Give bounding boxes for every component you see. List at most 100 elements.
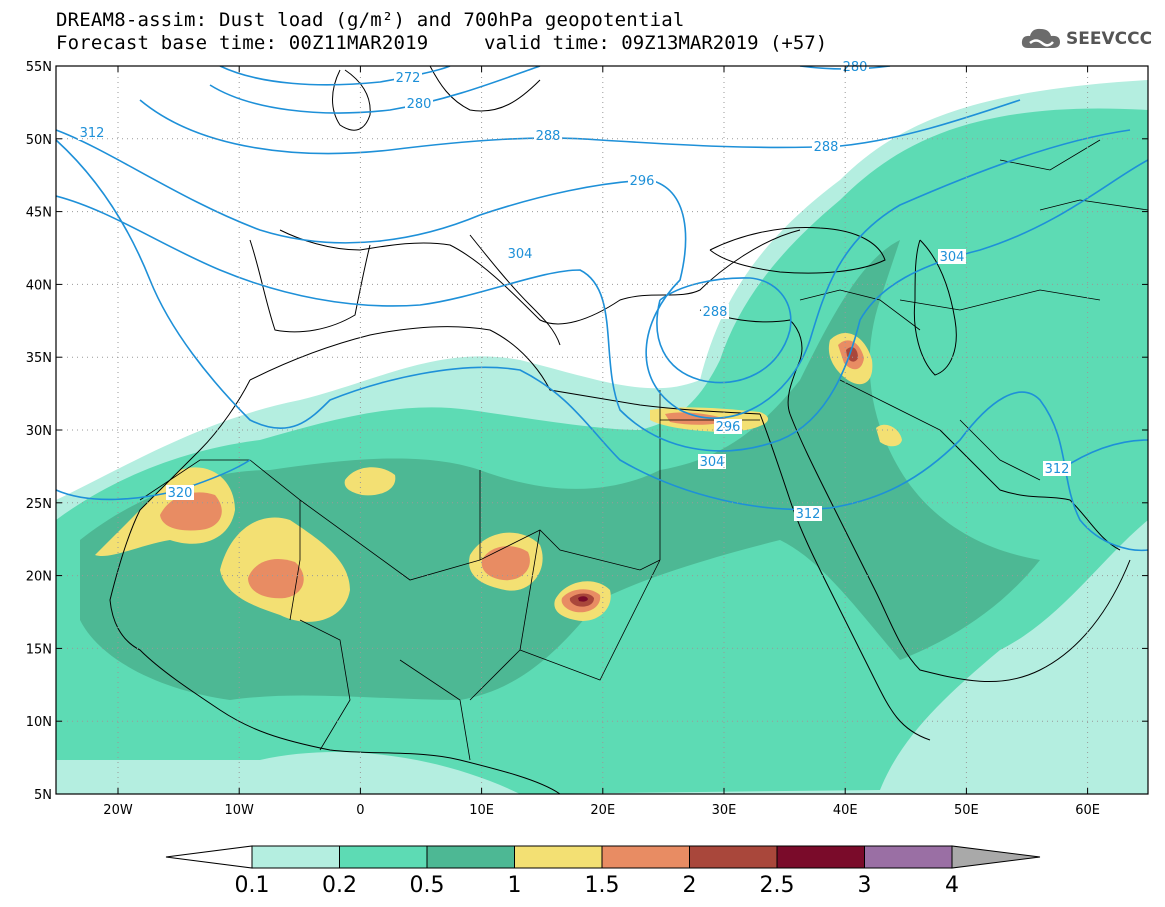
contour-272 — [219, 66, 451, 86]
geopotential-contours — [56, 66, 1148, 552]
colorbar-swatch — [689, 845, 778, 869]
contour-label: 288 — [814, 140, 839, 155]
colorbar-label: 0.2 — [322, 873, 357, 898]
contour-label-bg — [698, 454, 726, 469]
colorbar-label: 1.5 — [585, 873, 620, 898]
contour-label-bg — [405, 96, 433, 111]
lon-label: 20W — [103, 803, 133, 818]
seevccc-logo: SEEVCCC — [1020, 26, 1152, 52]
valid-time: valid time: 09Z13MAR2019 (+57) — [484, 32, 828, 54]
lat-label: 10N — [26, 715, 52, 730]
lat-label: 15N — [26, 642, 52, 657]
dust-field — [56, 80, 1148, 794]
contour-312 — [56, 139, 1148, 552]
contour-label-bg — [394, 70, 422, 85]
contour-288-low — [656, 277, 792, 384]
lon-label: 50E — [954, 803, 979, 818]
contour-label-bg — [628, 173, 656, 188]
contour-label-bg — [938, 249, 966, 264]
north-africa-coast — [249, 326, 761, 415]
colorbar-label: 4 — [945, 873, 959, 898]
lat-label: 5N — [34, 788, 52, 803]
dust-layer-1-libya — [344, 467, 396, 496]
colorbar-under-triangle — [165, 845, 253, 869]
contour-label: 312 — [80, 126, 105, 141]
contour-288 — [139, 99, 1021, 155]
lat-label: 40N — [26, 278, 52, 293]
colorbar-swatch — [514, 845, 603, 869]
colorbar-label: 2 — [683, 873, 697, 898]
uk-coast — [332, 69, 371, 131]
contour-304 — [56, 159, 1148, 452]
contour-label-bg — [701, 304, 729, 319]
logo-text: SEEVCCC — [1066, 29, 1153, 49]
contour-label-bg — [78, 125, 106, 140]
lon-label: 30E — [712, 803, 737, 818]
contour-296 — [56, 129, 1131, 419]
borders-africa — [139, 390, 760, 761]
lat-label: 20N — [26, 570, 52, 585]
lat-label: 45N — [26, 206, 52, 221]
turkey-south-coast — [699, 309, 803, 415]
forecast-base-time: Forecast base time: 00Z11MAR2019 — [56, 32, 429, 54]
lon-label: 0 — [356, 803, 364, 818]
colorbar-swatch — [426, 845, 515, 869]
lon-label: 10W — [224, 803, 254, 818]
colorbar-label: 3 — [858, 873, 872, 898]
contour-label: 288 — [703, 305, 728, 320]
colorbar-swatch — [339, 845, 428, 869]
colorbar-over-triangle — [951, 845, 1041, 869]
colorbar: 0.1 0.2 0.5 1 1.5 2 2.5 3 4 — [165, 845, 1041, 898]
dust-layer-1.5-chad — [481, 546, 530, 581]
contour-label-bg — [714, 419, 742, 434]
contour-label-bg — [534, 128, 562, 143]
contour-label-bg — [506, 246, 534, 261]
dust-layer-1.5-mauritania — [160, 492, 222, 531]
lat-label: 25N — [26, 497, 52, 512]
colorbar-label: 1 — [508, 873, 522, 898]
lon-label: 60E — [1075, 803, 1100, 818]
lon-label: 20E — [590, 803, 615, 818]
contour-labels: 272 280 280 288 288 288 296 296 304 304 304 312 312 3… — [78, 59, 1071, 522]
africa-coastline — [109, 379, 561, 794]
borders-asia — [799, 139, 1148, 481]
lat-label: 35N — [26, 351, 52, 366]
colorbar-swatch — [601, 845, 690, 869]
contour-label-bg — [166, 485, 194, 500]
contour-280-west — [209, 66, 541, 114]
contour-label: 296 — [716, 420, 741, 435]
black-sea-coast — [709, 226, 886, 274]
caspian-coast — [913, 239, 957, 376]
contour-label: 304 — [940, 250, 965, 265]
map-title: DREAM8-assim: Dust load (g/m²) and 700hP… — [56, 9, 685, 31]
colorbar-swatch — [864, 845, 953, 869]
coastlines — [109, 66, 1148, 794]
lon-label: 10E — [469, 803, 494, 818]
iberia-coast — [249, 239, 371, 333]
contour-label: 272 — [396, 71, 421, 86]
contour-label: 288 — [536, 129, 561, 144]
contour-label-bg — [1043, 461, 1071, 476]
contour-label-bg — [794, 506, 822, 521]
lat-label: 50N — [26, 133, 52, 148]
lat-label: 30N — [26, 424, 52, 439]
contour-label: 304 — [508, 247, 533, 262]
europe-coast — [279, 229, 801, 325]
contour-label: 320 — [168, 486, 193, 501]
lon-label: 40E — [833, 803, 858, 818]
colorbar-label: 0.1 — [235, 873, 270, 898]
axis-ticks: 55N 50N 45N 40N 35N 30N 25N 20N 15N 10N 5N 20W 10W 0 1… — [26, 60, 1148, 818]
red-sea-coast-east — [789, 413, 1131, 683]
contour-label: 296 — [630, 174, 655, 189]
contour-label-bg — [812, 139, 840, 154]
dust-layer-1.5-mali — [248, 558, 304, 599]
colorbar-swatch — [251, 845, 340, 869]
dust-layer-1.5-egypt — [665, 412, 730, 425]
contour-label: 312 — [796, 507, 821, 522]
contour-label: 304 — [700, 455, 725, 470]
colorbar-swatch — [776, 845, 865, 869]
contour-label: 280 — [843, 60, 868, 75]
italy-coast — [469, 234, 561, 346]
colorbar-label: 0.5 — [410, 873, 445, 898]
